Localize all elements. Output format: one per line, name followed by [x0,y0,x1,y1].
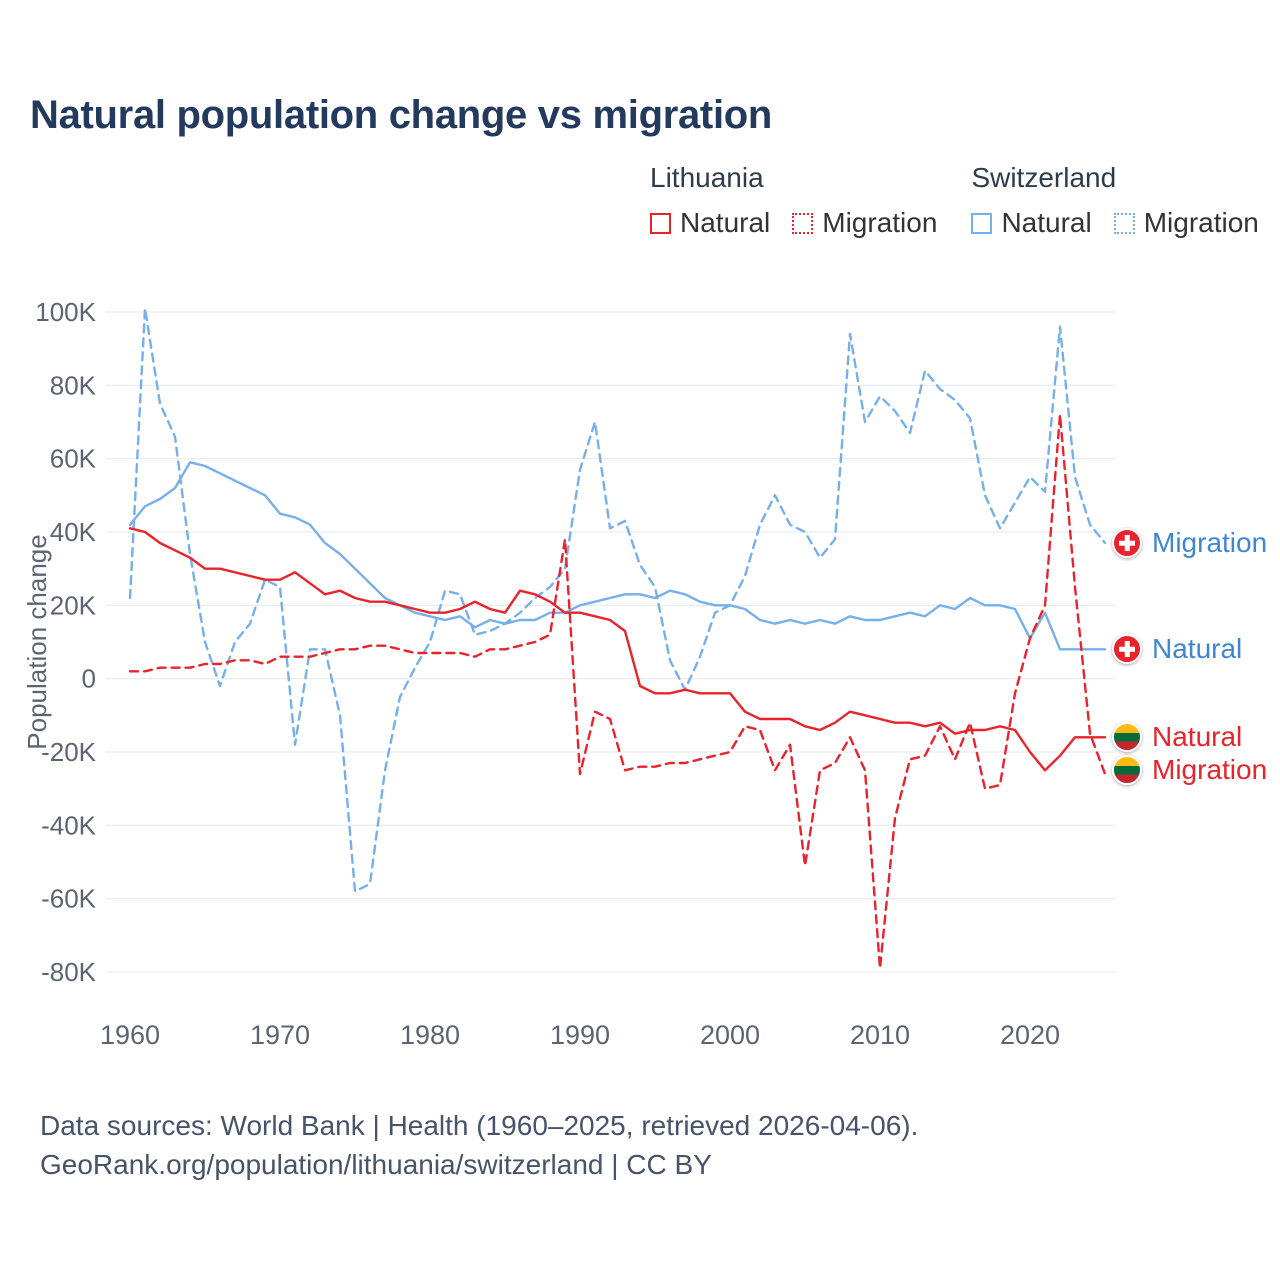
legend-items: Natural Migration [650,207,937,239]
legend-country-label: Switzerland [971,162,1117,193]
lithuania-flag-icon [1112,722,1142,753]
x-tick-label: 1960 [100,1020,160,1050]
legend-group-switzerland: Switzerland Natural Migration [971,162,1259,239]
legend-item-label: Migration [1143,207,1259,238]
end-label-text: Migration [1152,754,1268,786]
y-tick-label: 100K [35,297,96,327]
switzerland-flag-icon [1112,634,1142,665]
legend-item-label: Migration [822,207,938,238]
lithuania-migration-swatch-icon [792,212,814,234]
switzerland-natural-swatch-icon [971,212,993,234]
series-line-lithuania-migration [128,413,1107,970]
series-layer [128,307,1107,970]
end-label-lithuania-migration: Migration [1112,753,1267,787]
footer: Data sources: World Bank | Health (1960–… [40,1106,918,1184]
y-tick-label: 20K [50,590,97,620]
x-tick-label: 2000 [700,1020,760,1050]
legend-item-lithuania-natural: Natural [650,207,770,239]
grid-layer [106,311,1116,973]
y-tick-label: 40K [50,517,97,547]
end-label-lithuania-natural: Natural [1112,720,1242,754]
end-label-switzerland-migration: Migration [1112,526,1267,560]
legend: Lithuania Natural Migration Switzerland … [650,162,1259,239]
legend-item-switzerland-migration: Migration [1113,207,1259,239]
switzerland-migration-swatch-icon [1113,212,1135,234]
x-tick-label: 2020 [1000,1020,1060,1050]
y-tick-label: -20K [41,737,97,767]
end-label-text: Migration [1152,527,1268,558]
legend-items: Natural Migration [971,207,1259,239]
legend-country-label: Lithuania [650,162,764,193]
x-tick-label: 1970 [250,1020,310,1050]
end-label-text: Natural [1152,633,1243,665]
end-label-switzerland-natural: Natural [1112,632,1242,666]
switzerland-flag-icon [1112,528,1142,558]
x-tick-label: 1980 [400,1020,460,1050]
series-line-lithuania-natural [128,527,1107,772]
y-tick-label: 60K [50,444,97,474]
lithuania-flag-icon [1112,755,1142,786]
legend-item-label: Natural [1001,207,1092,238]
lithuania-natural-swatch-icon [650,212,671,234]
series-line-switzerland-migration [128,307,1107,893]
legend-item-lithuania-migration: Migration [792,207,937,239]
y-tick-label: -80K [41,957,97,987]
y-axis-label: Population change [22,534,52,749]
chart-canvas: Population change -80K -60K -40K -20K 0 20K 40… [22,297,1116,1050]
legend-group-lithuania: Lithuania Natural Migration [650,162,937,239]
chart-title: Natural population change vs migration [30,93,773,137]
end-label-text: Natural [1152,721,1243,753]
attribution-line: GeoRank.org/population/lithuania/switzer… [40,1149,712,1181]
data-sources-line: Data sources: World Bank | Health (1960–… [40,1110,919,1141]
x-tick-label: 2010 [850,1020,910,1050]
y-tick-label: -40K [41,810,97,840]
series-line-switzerland-natural [128,461,1107,651]
y-tick-label: -60K [41,884,97,914]
tick-layer: -80K -60K -40K -20K 0 20K 40K 60K 80K 100K 1960 197… [35,297,1060,1050]
legend-item-label: Natural [680,207,771,238]
y-tick-label: 0 [82,664,96,694]
y-tick-label: 80K [50,370,97,400]
legend-item-switzerland-natural: Natural [971,207,1092,239]
x-tick-label: 1990 [550,1020,610,1050]
